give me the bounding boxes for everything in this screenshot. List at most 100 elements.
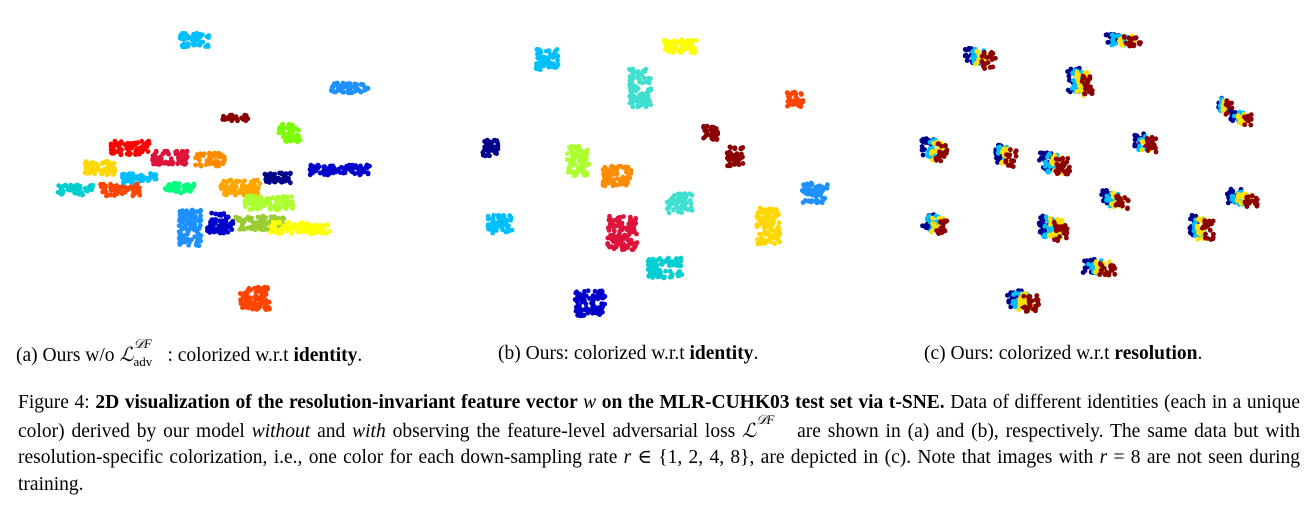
scatter-point: [621, 214, 626, 220]
scatter-point: [83, 186, 88, 192]
scatter-point: [1109, 201, 1114, 207]
scatter-point: [801, 182, 806, 188]
scatter-point: [577, 296, 582, 302]
scatter-point: [675, 191, 681, 197]
scatter-point: [221, 211, 227, 216]
scatter-point: [286, 137, 292, 142]
scatter-point: [194, 30, 200, 36]
scatter-point: [673, 203, 679, 209]
scatter-point: [1080, 270, 1086, 275]
scatter-point: [186, 226, 192, 232]
scatter-point: [282, 204, 288, 209]
scatter-point: [207, 152, 212, 157]
scatter-point: [227, 114, 233, 120]
scatter-point: [727, 163, 733, 169]
scatter-point: [925, 153, 931, 159]
scatter-point: [108, 192, 113, 198]
scatter-point: [266, 305, 272, 311]
scatter-point: [1189, 212, 1195, 218]
scatter-point: [755, 241, 761, 247]
scatter-point: [230, 219, 236, 224]
scatter-point: [675, 273, 681, 279]
scatter-point: [970, 54, 976, 60]
scatter-point: [809, 192, 815, 198]
scatter-point: [585, 307, 590, 312]
scatter-point: [167, 161, 172, 166]
scatter-point: [1110, 191, 1116, 197]
scatter-point: [669, 259, 675, 265]
scatter-point: [1065, 167, 1071, 173]
scatter-point: [91, 167, 97, 173]
scatter-point: [291, 221, 297, 227]
scatter-point: [367, 163, 372, 169]
scatter-point: [237, 291, 243, 296]
scatter-point: [793, 91, 799, 97]
scatter-point: [1133, 35, 1139, 41]
scatter-point: [117, 140, 123, 146]
scatter-point: [617, 214, 623, 220]
scatter-point: [583, 152, 589, 158]
scatter-point: [289, 230, 294, 236]
scatter-point: [776, 220, 782, 226]
scatter-point: [140, 147, 146, 152]
scatter-point: [1114, 194, 1119, 199]
scatter-point: [331, 167, 337, 173]
scatter-point: [542, 55, 548, 60]
scatter-point: [184, 42, 190, 47]
scatter-point: [77, 184, 83, 190]
scatter-point: [630, 104, 636, 110]
scatter-point: [254, 188, 260, 193]
scatter-point: [183, 150, 189, 155]
scatter-point: [487, 153, 492, 159]
scatter-point: [683, 39, 688, 45]
scatter-point: [612, 165, 618, 170]
scatter-point: [1095, 265, 1100, 271]
scatter-point: [118, 188, 123, 194]
scatter-point: [800, 98, 806, 103]
scatter-point: [627, 93, 633, 99]
scatter-point: [663, 44, 669, 50]
scatter-point: [661, 37, 667, 43]
scatter-point: [128, 141, 134, 146]
scatter-point: [995, 150, 1001, 156]
scatter-point: [346, 90, 352, 96]
scatter-point: [497, 213, 503, 219]
scatter-point: [1043, 233, 1048, 239]
scatter-point: [1200, 224, 1206, 230]
scatter-point: [534, 47, 540, 52]
scatter-point: [283, 178, 288, 184]
scatter-point: [775, 210, 781, 216]
scatter-point: [222, 114, 227, 120]
scatter-point: [1004, 152, 1009, 158]
scatter-point: [1066, 73, 1072, 79]
scatter-point: [576, 167, 582, 172]
scatter-point: [624, 227, 630, 233]
scatter-point: [647, 273, 653, 278]
scatter-point: [226, 224, 232, 230]
scatter-point: [666, 210, 672, 216]
scatter-point: [1153, 145, 1158, 151]
scatter-point: [582, 161, 588, 166]
scatter-point: [735, 161, 741, 167]
scatter-point: [1033, 308, 1038, 314]
scatter-point: [762, 229, 767, 235]
scatter-point: [178, 230, 183, 235]
scatter-point: [277, 170, 282, 176]
scatter-point: [1046, 227, 1052, 232]
scatter-point: [255, 302, 260, 308]
scatter-point: [272, 171, 278, 177]
scatter-point: [72, 188, 78, 194]
scatter-point: [153, 149, 159, 155]
scatter-point: [613, 171, 619, 176]
scatter-point: [808, 199, 814, 205]
scatter-point: [618, 239, 624, 245]
scatter-point: [164, 148, 170, 154]
scatter-point: [281, 134, 286, 140]
scatter-point: [92, 171, 97, 177]
scatter-point: [1008, 162, 1014, 167]
scatter-point: [1242, 114, 1247, 120]
scatter-point: [576, 312, 581, 318]
scatter-point: [1248, 122, 1254, 128]
scatter-point: [666, 258, 671, 263]
scatter-point: [1006, 299, 1012, 305]
